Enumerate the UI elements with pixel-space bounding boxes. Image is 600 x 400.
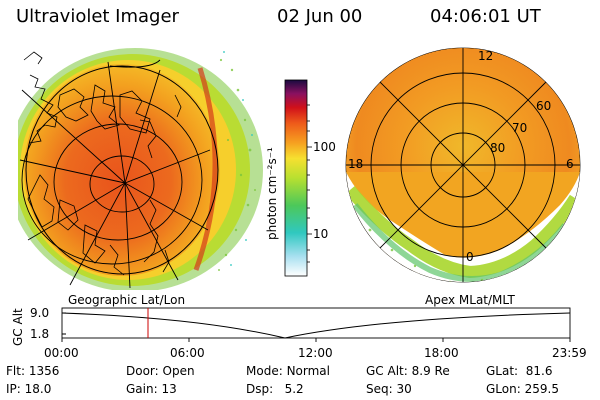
- altitude-xtick-2: 12:00: [298, 346, 333, 360]
- mlt-label-18: 18: [348, 157, 363, 171]
- altitude-ytick-9: 9.0: [30, 306, 49, 320]
- mlt-label-12: 12: [478, 49, 493, 63]
- info-mode: Mode: Normal: [246, 364, 330, 378]
- right-panel-label: Apex MLat/MLT: [425, 293, 515, 307]
- info-door: Door: Open: [126, 364, 195, 378]
- colorbar: [284, 79, 308, 277]
- colorbar-tick-100: 100: [313, 140, 336, 154]
- mlat-label-80: 80: [490, 141, 505, 155]
- mlt-label-0: 0: [466, 250, 474, 264]
- info-glon: GLon: 259.5: [486, 382, 559, 396]
- geographic-image: [18, 48, 263, 290]
- info-ip: IP: 18.0: [6, 382, 52, 396]
- altitude-xtick-4: 23:59: [552, 346, 587, 360]
- info-gain: Gain: 13: [126, 382, 177, 396]
- colorbar-tick-10: 10: [313, 227, 328, 241]
- altitude-xtick-0: 00:00: [44, 346, 79, 360]
- altitude-ytick-1: 1.8: [30, 327, 49, 341]
- altitude-xtick-1: 06:00: [170, 346, 205, 360]
- altitude-plot: [61, 307, 571, 342]
- left-panel-label: Geographic Lat/Lon: [68, 293, 185, 307]
- header-date: 02 Jun 00: [277, 6, 363, 27]
- altitude-ylabel: GC Alt: [11, 308, 25, 346]
- colorbar-ticks: [307, 104, 312, 263]
- mlat-label-70: 70: [512, 121, 527, 135]
- altitude-xtick-3: 18:00: [424, 346, 459, 360]
- info-flt: Flt: 1356: [6, 364, 60, 378]
- mlat-label-60: 60: [536, 99, 551, 113]
- page-title: Ultraviolet Imager: [16, 6, 179, 27]
- colorbar-unit-label: photon cm⁻²s⁻¹: [265, 147, 279, 240]
- info-seq: Seq: 30: [366, 382, 412, 396]
- info-glat: GLat: 81.6: [486, 364, 553, 378]
- apex-image: [345, 47, 581, 283]
- mlt-label-6: 6: [566, 157, 574, 171]
- info-dsp: Dsp: 5.2: [246, 382, 304, 396]
- info-gcalt: GC Alt: 8.9 Re: [366, 364, 450, 378]
- header-time: 04:06:01 UT: [430, 6, 541, 27]
